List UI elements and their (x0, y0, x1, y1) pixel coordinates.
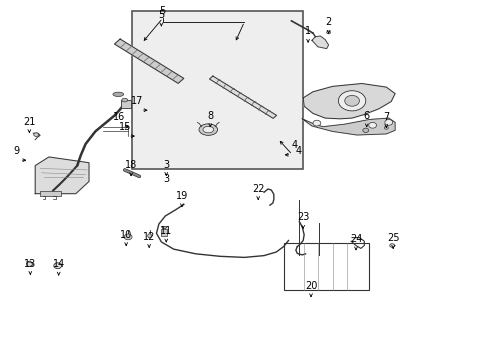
Ellipse shape (199, 124, 217, 135)
Bar (283, 243, 368, 290)
Polygon shape (114, 39, 183, 84)
Text: 4: 4 (295, 145, 301, 156)
Text: 9: 9 (13, 146, 19, 156)
Text: 25: 25 (386, 233, 399, 243)
Text: 5: 5 (158, 10, 164, 20)
Text: 8: 8 (207, 111, 213, 121)
Text: 20: 20 (304, 281, 317, 291)
Text: 7: 7 (383, 112, 388, 122)
Text: 10: 10 (120, 230, 132, 240)
Ellipse shape (147, 234, 151, 238)
Polygon shape (35, 157, 89, 194)
Bar (132, 11, 303, 169)
Text: 5: 5 (159, 6, 165, 16)
Circle shape (312, 120, 320, 126)
Ellipse shape (326, 31, 330, 34)
Polygon shape (209, 76, 276, 118)
Ellipse shape (162, 226, 166, 229)
Text: 15: 15 (118, 122, 131, 132)
Circle shape (34, 133, 39, 136)
Text: 3: 3 (163, 174, 169, 184)
Ellipse shape (113, 92, 123, 96)
Text: 12: 12 (142, 231, 155, 242)
Circle shape (54, 263, 61, 269)
Text: 22: 22 (251, 184, 264, 194)
Text: 19: 19 (175, 191, 188, 201)
Ellipse shape (122, 98, 127, 102)
Text: 21: 21 (23, 117, 36, 127)
Text: 24: 24 (349, 234, 362, 244)
Text: 17: 17 (131, 96, 143, 106)
Bar (161, 229, 167, 236)
Text: 1: 1 (305, 26, 310, 36)
Circle shape (368, 122, 376, 128)
Text: 13: 13 (24, 258, 37, 269)
Circle shape (124, 234, 132, 240)
Polygon shape (303, 84, 394, 119)
Text: 6: 6 (363, 111, 369, 121)
Circle shape (384, 120, 392, 125)
Text: 3: 3 (163, 159, 169, 170)
Ellipse shape (384, 126, 387, 129)
Circle shape (338, 91, 365, 111)
Bar (121, 100, 130, 108)
Text: 4: 4 (291, 140, 297, 150)
Text: 11: 11 (160, 226, 172, 236)
Circle shape (26, 262, 32, 266)
Text: 18: 18 (124, 160, 137, 170)
Polygon shape (302, 118, 394, 135)
Polygon shape (311, 36, 328, 49)
Ellipse shape (389, 244, 394, 247)
Text: 14: 14 (52, 259, 65, 269)
Text: 16: 16 (112, 112, 125, 122)
Circle shape (362, 128, 368, 132)
Circle shape (344, 95, 359, 106)
Ellipse shape (203, 126, 213, 133)
Text: 23: 23 (296, 212, 309, 222)
Text: 2: 2 (325, 17, 331, 27)
Bar (40, 191, 61, 196)
